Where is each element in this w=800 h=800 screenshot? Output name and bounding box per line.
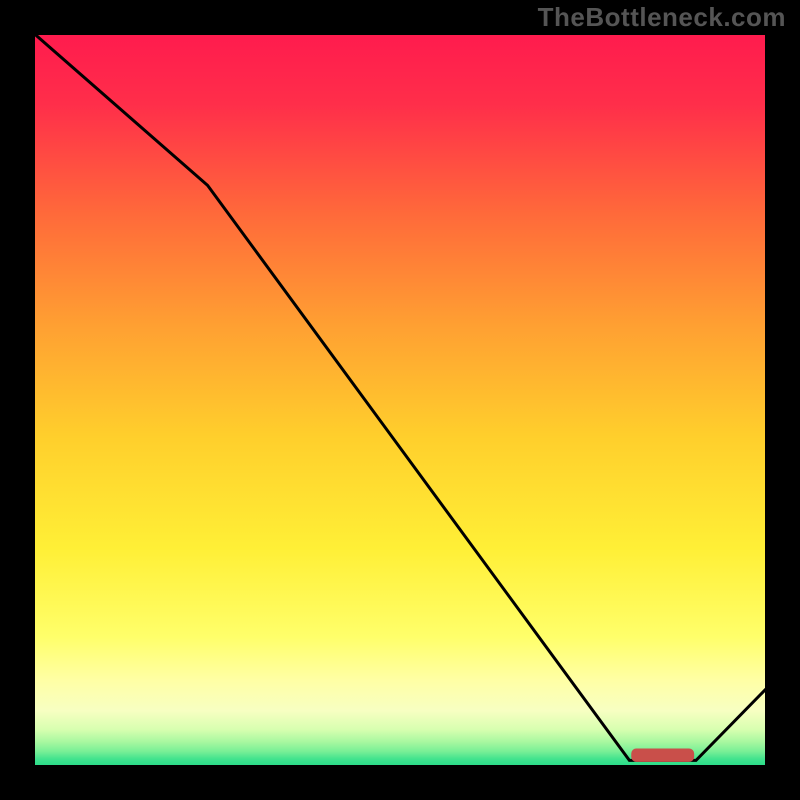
watermark-text: TheBottleneck.com	[538, 2, 786, 33]
plot-area	[30, 30, 770, 770]
chart-root: TheBottleneck.com	[0, 0, 800, 800]
plot-svg	[30, 30, 770, 770]
